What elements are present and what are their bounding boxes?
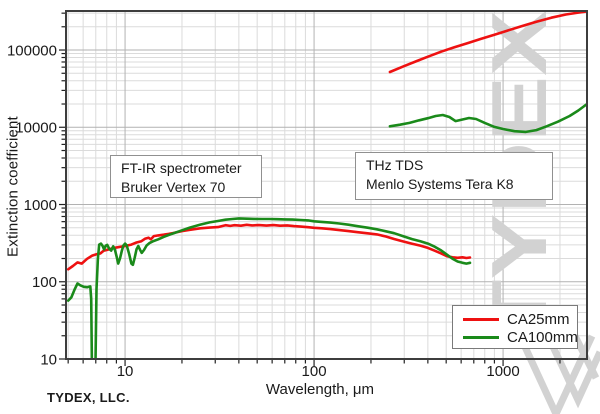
x-tick-label: 100	[302, 363, 327, 380]
x-tick-label: 10	[117, 363, 134, 380]
annotation-thz-line2: Menlo Systems Tera K8	[366, 176, 514, 192]
y-tick-label: 100000	[7, 42, 57, 59]
watermark-w-logo	[571, 334, 600, 380]
legend: CA25mm CA100mm	[452, 305, 578, 349]
x-axis-title: Wavelength, μm	[265, 381, 375, 398]
annotation-ftir-line2: Bruker Vertex 70	[121, 179, 226, 195]
legend-line-sample-red	[463, 317, 499, 321]
series-ca100mm-segment-2	[388, 102, 587, 134]
annotation-thz-line1: THz TDS	[366, 157, 424, 173]
legend-label-ca25mm: CA25mm	[507, 310, 570, 328]
brand-text: TYDEX, LLC.	[47, 390, 130, 405]
series-ca25mm-segment-2	[388, 11, 587, 74]
legend-line-sample-green	[463, 335, 499, 339]
legend-item-ca100mm: CA100mm	[463, 328, 578, 346]
axes-layer: 10 100 1000 10 100 1000 10000 100000	[7, 10, 588, 380]
series-layer	[66, 11, 587, 359]
y-tick-label: 1000	[24, 197, 57, 214]
y-tick-label: 100	[32, 274, 57, 291]
watermark-w-logo	[516, 334, 596, 414]
annotation-ftir-line1: FT-IR spectrometer	[121, 160, 242, 176]
y-tick-label: 10	[40, 351, 57, 368]
y-axis-title: Extinction coefficient	[4, 116, 22, 257]
annotation-box-thz: THz TDS Menlo Systems Tera K8	[355, 152, 553, 200]
legend-item-ca25mm: CA25mm	[463, 310, 577, 328]
x-tick-label: 1000	[486, 363, 519, 380]
y-tick-label: 10000	[15, 120, 57, 137]
series-ca100mm-segment-1	[66, 217, 472, 359]
legend-label-ca100mm: CA100mm	[507, 328, 578, 346]
annotation-box-ftir: FT-IR spectrometer Bruker Vertex 70	[110, 155, 262, 198]
series-ca25mm-segment-1	[66, 223, 472, 271]
